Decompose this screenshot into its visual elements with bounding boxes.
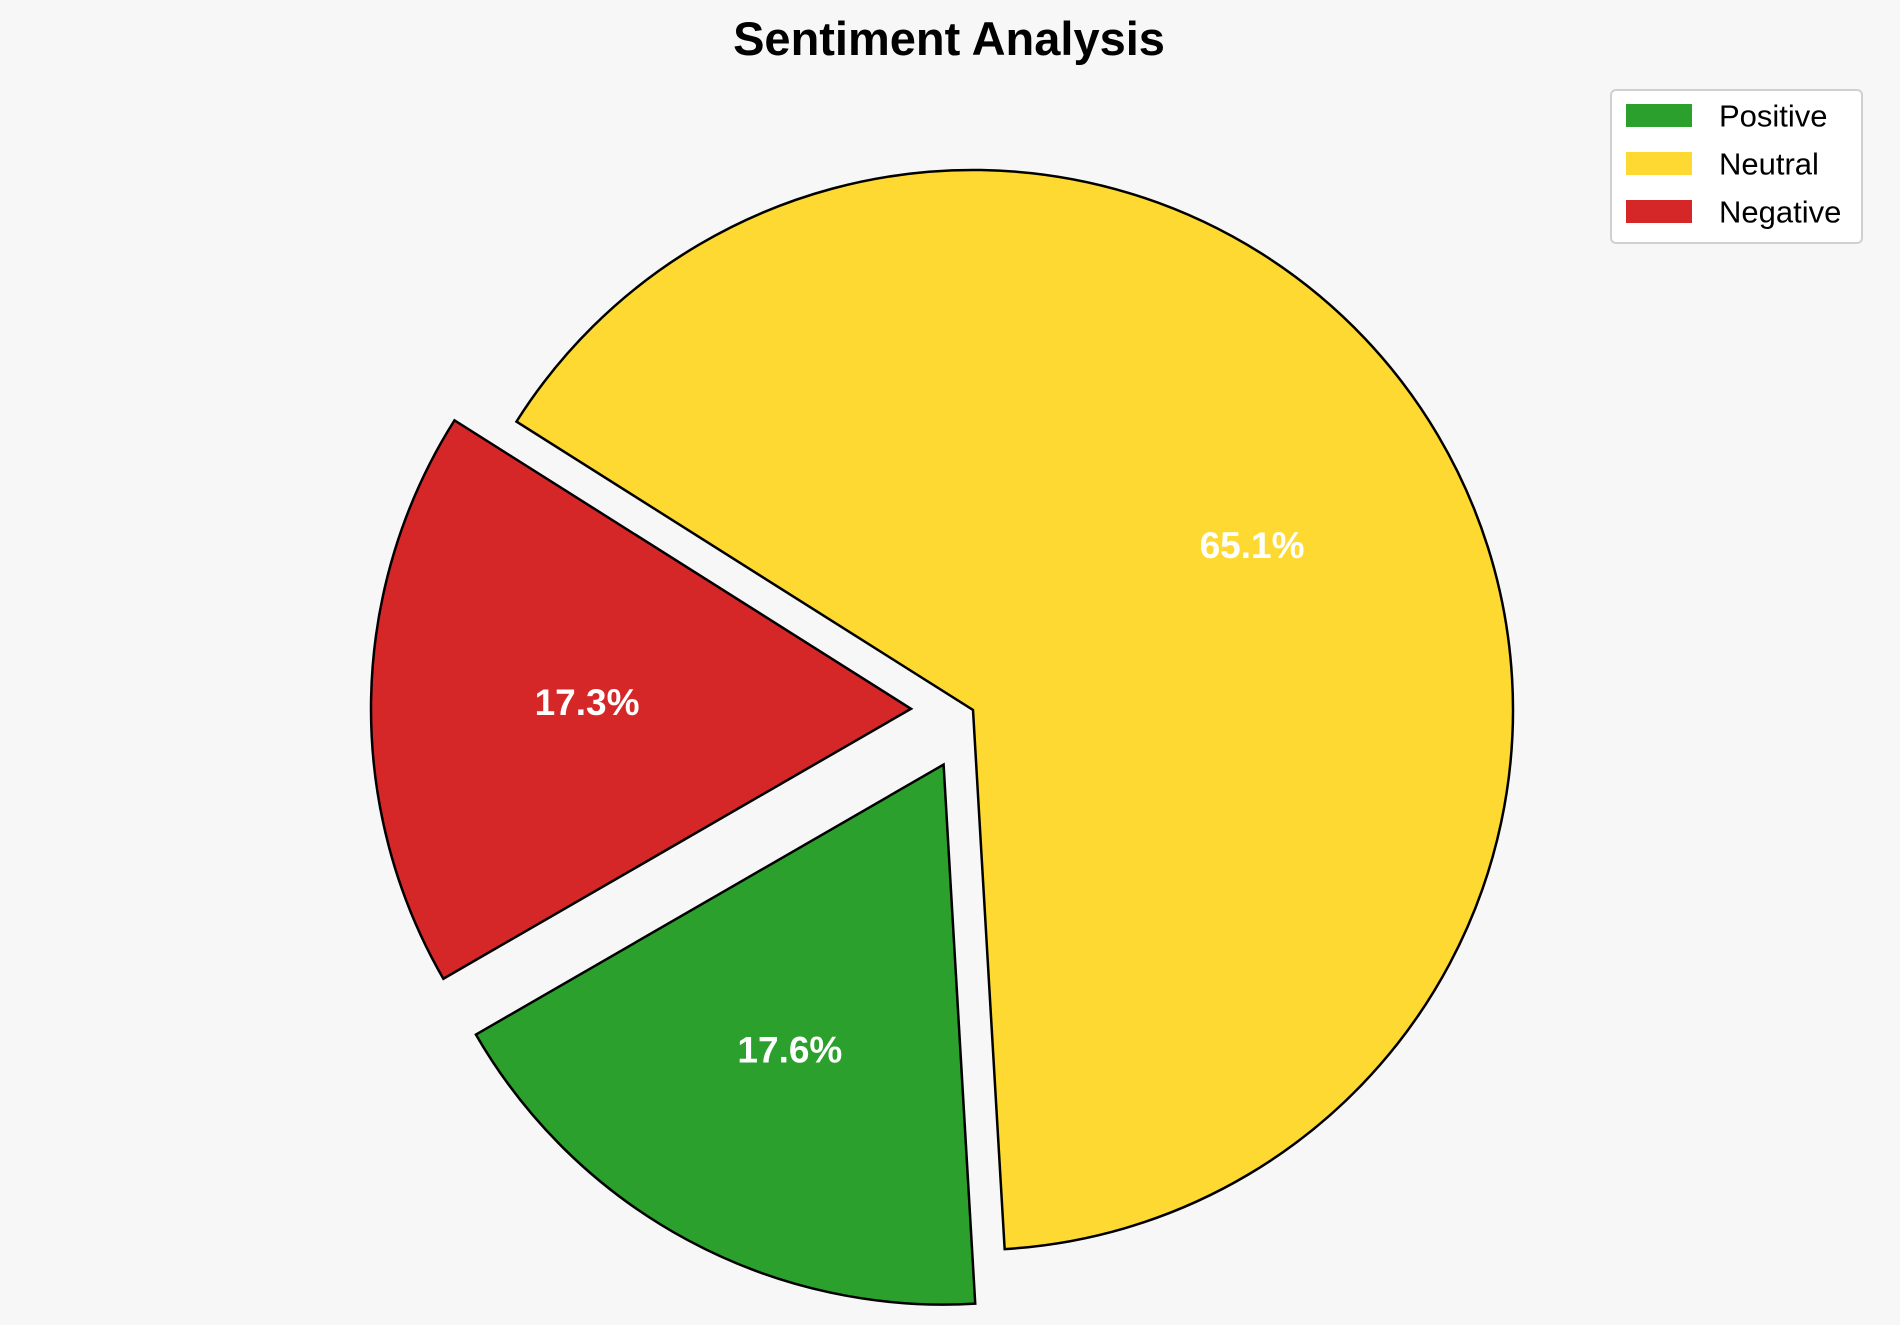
legend-label-negative: Negative <box>1719 195 1841 230</box>
legend-swatch-positive <box>1626 104 1692 127</box>
chart-title: Sentiment Analysis <box>733 12 1165 65</box>
pie-slice-label-neutral: 65.1% <box>1200 525 1305 566</box>
pie-slice-label-positive: 17.6% <box>737 1029 842 1070</box>
legend-swatch-negative <box>1626 200 1692 223</box>
legend-label-positive: Positive <box>1719 99 1828 134</box>
legend: Positive Neutral Negative <box>1610 89 1863 244</box>
legend-label-neutral: Neutral <box>1719 147 1819 182</box>
pie-slice-labels: 17.6% 65.1% 17.3% <box>535 525 1305 1070</box>
pie-slice-label-negative: 17.3% <box>535 682 640 723</box>
pie-slice-neutral <box>514 168 1515 1251</box>
pie-slices <box>369 168 1515 1306</box>
pie-slice-negative <box>369 418 914 981</box>
legend-swatch-neutral <box>1626 152 1692 175</box>
pie-slice-positive <box>474 762 977 1306</box>
